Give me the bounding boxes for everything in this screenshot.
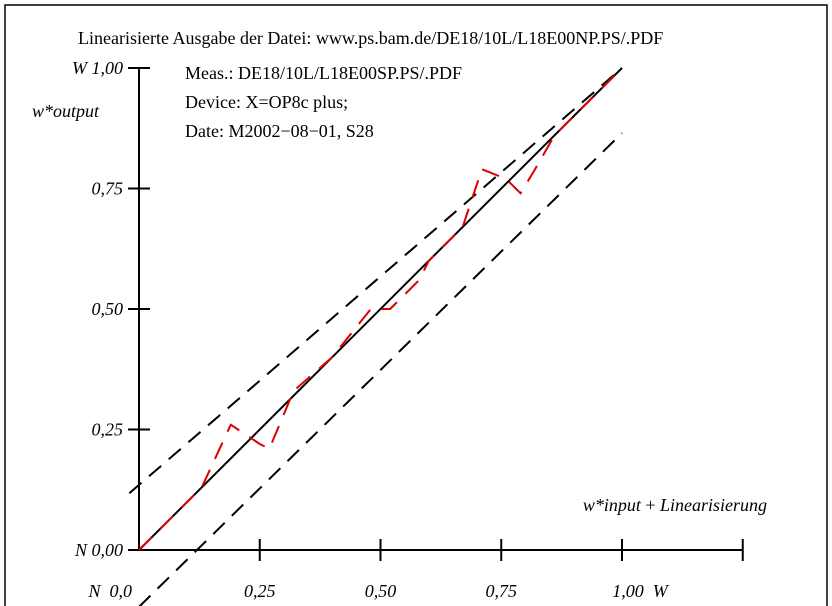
- chart-frame: [4, 4, 828, 606]
- x-tick-label-1: 0,25: [244, 581, 276, 601]
- x-axis-label-italic: w*input: [583, 495, 642, 515]
- y-tick-label-3: 0,75: [92, 179, 124, 199]
- series-lines: [128, 67, 623, 606]
- y-tick-label-4: W 1,00: [72, 58, 123, 78]
- info-line-2: Device: X=OP8c plus;: [185, 92, 348, 112]
- y-tick-label-1: 0,25: [92, 420, 124, 440]
- y-axis-label: w*output: [32, 101, 100, 121]
- y-tick-label-0: N 0,00: [74, 540, 123, 560]
- measured-line: [138, 67, 623, 551]
- x-axis-label-plus: +: [641, 495, 660, 515]
- info-line-1: Meas.: DE18/10L/L18E00SP.PS/.PDF: [185, 63, 462, 83]
- axes: [128, 67, 744, 561]
- x-tick-label-0: N 0,0: [87, 581, 132, 601]
- x-tick-label-4: 1,00 W: [612, 581, 670, 601]
- tick-labels: N 0,00 0,25 0,50 0,75 W 1,00 N 0,0 0,25 0,50 0,7…: [72, 58, 670, 601]
- lower-tolerance-line: [138, 132, 623, 606]
- upper-tolerance-line: [128, 67, 623, 495]
- x-axis-label-tail: Linearisierung: [659, 495, 767, 515]
- x-axis-label: w*input + Linearisierung: [583, 495, 767, 515]
- chart-title: Linearisierte Ausgabe der Datei: www.ps.…: [78, 28, 663, 48]
- ideal-line: [138, 67, 623, 551]
- x-tick-label-3: 0,75: [486, 581, 518, 601]
- x-tick-label-2: 0,50: [365, 581, 397, 601]
- y-tick-label-2: 0,50: [92, 299, 124, 319]
- info-line-3: Date: M2002−08−01, S28: [185, 121, 374, 141]
